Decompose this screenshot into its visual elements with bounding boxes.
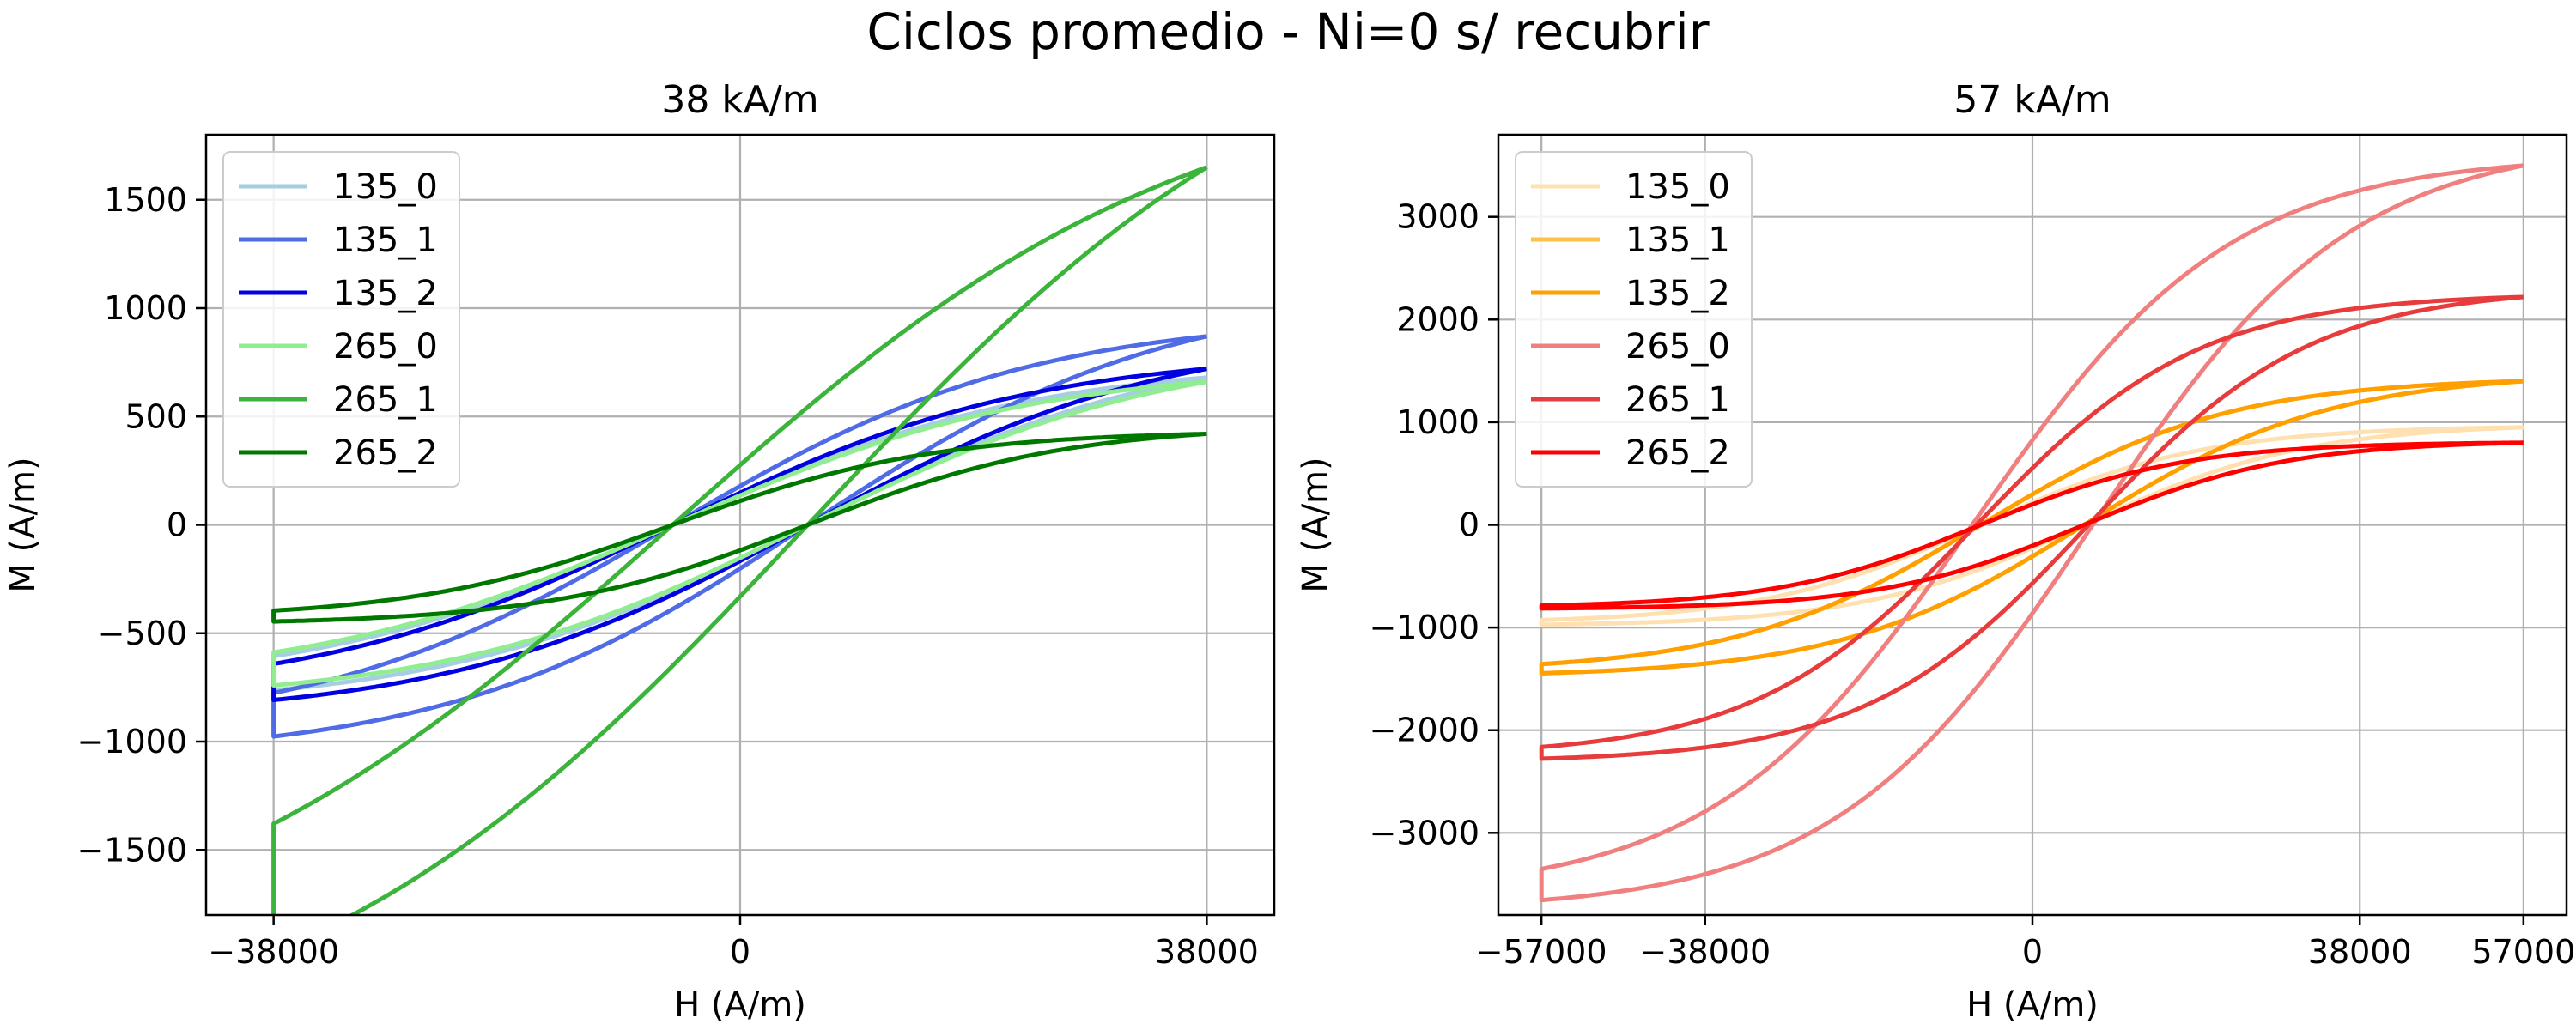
x-tick-label: 0 bbox=[2022, 933, 2043, 971]
y-tick-label: 2000 bbox=[1396, 300, 1479, 338]
series-line-135_1 bbox=[271, 334, 1207, 739]
y-tick-label: −1000 bbox=[1369, 609, 1479, 646]
legend-entry: 135_2 bbox=[333, 274, 438, 313]
series-line-135_0 bbox=[1539, 425, 2524, 627]
legend-entry: 265_1 bbox=[1625, 380, 1730, 420]
x-tick-label: −38000 bbox=[1639, 933, 1771, 971]
legend-entry: 265_1 bbox=[333, 380, 438, 420]
legend-entry: 265_0 bbox=[333, 327, 438, 367]
legend-entry: 135_1 bbox=[1625, 221, 1730, 260]
y-tick-label: −3000 bbox=[1369, 814, 1479, 851]
series-line-265_2 bbox=[1539, 440, 2524, 611]
legend-entry: 265_2 bbox=[333, 433, 438, 473]
series-group bbox=[271, 165, 1208, 915]
y-tick-label: 1000 bbox=[1396, 403, 1479, 441]
x-tick-label: 38000 bbox=[1155, 933, 1259, 971]
series-line-265_1 bbox=[1539, 294, 2524, 761]
legend-box bbox=[1515, 151, 1753, 488]
x-tick-label: 0 bbox=[730, 933, 750, 971]
x-tick-label: −57000 bbox=[1476, 933, 1607, 971]
series-line-265_1 bbox=[271, 165, 1208, 915]
series-group bbox=[1539, 163, 2524, 903]
subplot-title: 57 kA/m bbox=[1953, 78, 2111, 122]
y-axis-label: M (A/m) bbox=[1296, 457, 1335, 592]
x-tick-label: −38000 bbox=[208, 933, 339, 971]
y-tick-label: −2000 bbox=[1369, 712, 1479, 749]
y-tick-label: 0 bbox=[167, 506, 187, 544]
legend-box bbox=[222, 151, 460, 488]
y-tick-label: 3000 bbox=[1396, 198, 1479, 236]
figure-title: Ciclos promedio - Ni=0 s/ recubrir bbox=[866, 3, 1710, 61]
series-line-265_0 bbox=[1539, 163, 2524, 903]
y-tick-label: −1000 bbox=[76, 723, 187, 760]
legend-entry: 135_1 bbox=[333, 221, 438, 260]
y-tick-label: −500 bbox=[98, 615, 187, 652]
legend: 135_0 135_1 135_2 265_0 265_1 265_2 bbox=[222, 151, 460, 488]
legend-entry: 265_0 bbox=[1625, 327, 1730, 367]
legend-entry: 135_0 bbox=[1625, 167, 1730, 207]
series-line-265_0 bbox=[271, 379, 1207, 688]
legend-entry: 135_0 bbox=[333, 167, 438, 207]
legend-entry: 135_2 bbox=[1625, 274, 1730, 313]
x-axis-label: H (A/m) bbox=[1966, 985, 2099, 1025]
y-tick-label: 1000 bbox=[104, 289, 187, 327]
legend-entry: 265_2 bbox=[1625, 433, 1730, 473]
series-line-265_2 bbox=[271, 431, 1207, 624]
y-tick-label: 0 bbox=[1459, 506, 1479, 544]
y-tick-label: 1500 bbox=[104, 181, 187, 219]
y-axis-label: M (A/m) bbox=[3, 457, 43, 592]
y-tick-label: 500 bbox=[125, 397, 187, 435]
y-tick-label: −1500 bbox=[76, 831, 187, 869]
subplot-title: 38 kA/m bbox=[661, 78, 818, 122]
x-tick-label: 57000 bbox=[2471, 933, 2575, 971]
x-axis-label: H (A/m) bbox=[674, 985, 806, 1025]
x-tick-label: 38000 bbox=[2308, 933, 2412, 971]
legend: 135_0 135_1 135_2 265_0 265_1 265_2 bbox=[1515, 151, 1753, 488]
